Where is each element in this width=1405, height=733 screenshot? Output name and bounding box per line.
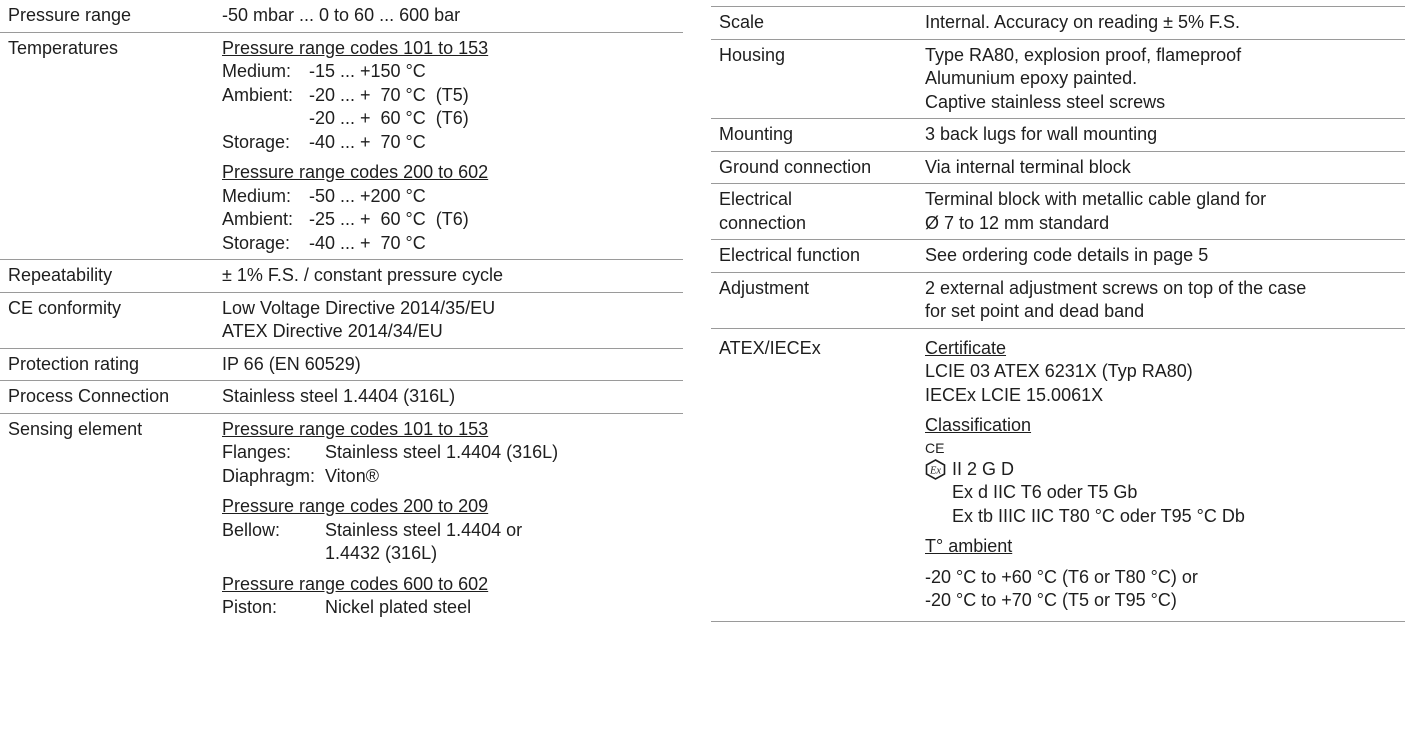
temp-g2-medium-value: -50 ... +200 °C (309, 185, 426, 206)
sensing-group3-heading: Pressure range codes 600 to 602 (222, 573, 489, 594)
label-electrical-connection-line1: Electrical (719, 189, 793, 209)
value-pressure-range: -50 mbar ... 0 to 60 ... 600 bar (222, 5, 461, 25)
certificate-line1: LCIE 03 ATEX 6231X (Typ RA80) (925, 361, 1193, 381)
value-mounting: 3 back lugs for wall mounting (925, 124, 1158, 144)
temp-g1-ambient-value1: -20 ... + 70 °C (T5) (309, 84, 469, 105)
electrical-connection-line1: Terminal block with metallic cable gland… (925, 189, 1267, 209)
row-electrical-connection: Electrical connection Terminal block wit… (711, 184, 1405, 240)
value-electrical-function: See ordering code details in page 5 (925, 245, 1209, 265)
svg-text:Ex: Ex (929, 465, 941, 476)
label-atex-iecex: ATEX/IECEx (719, 337, 821, 358)
value-housing: Type RA80, explosion proof, flameproof A… (925, 44, 1405, 115)
classification-line3: Ex tb IIIC IIC T80 °C oder T95 °C Db (952, 505, 1245, 526)
row-scale: Scale Internal. Accuracy on reading ± 5%… (711, 6, 1405, 40)
row-sensing-element: Sensing element Pressure range codes 101… (0, 414, 683, 624)
row-electrical-function: Electrical function See ordering code de… (711, 240, 1405, 273)
label-housing: Housing (719, 44, 786, 65)
classification-line2: Ex d IIC T6 oder T5 Gb (952, 482, 1138, 502)
temp-g2-ambient-value: -25 ... + 60 °C (T6) (309, 209, 469, 229)
temp-g1-ambient-value2: -20 ... + 60 °C (T6) (309, 108, 469, 128)
row-ground-connection: Ground connection Via internal terminal … (711, 152, 1405, 184)
value-atex-iecex: Certificate LCIE 03 ATEX 6231X (Typ RA80… (925, 337, 1405, 613)
ce-line1: Low Voltage Directive 2014/35/EU (222, 297, 496, 318)
ambient-line2: -20 °C to +70 °C (T5 or T95 °C) (925, 590, 1177, 610)
classification-heading: Classification (925, 415, 1032, 435)
sensing-group2-heading: Pressure range codes 200 to 209 (222, 496, 489, 516)
classification-ex-row: Ex II 2 G D (925, 458, 1405, 482)
row-protection-rating: Protection rating IP 66 (EN 60529) (0, 349, 683, 381)
sensing-flanges-value: Stainless steel 1.4404 (316L) (325, 442, 559, 462)
value-process-connection: Stainless steel 1.4404 (316L) (222, 386, 456, 406)
label-process-connection: Process Connection (8, 386, 170, 406)
sensing-diaphragm-value: Viton® (325, 465, 379, 486)
sensing-piston-key: Piston: (222, 597, 278, 617)
housing-line3: Captive stainless steel screws (925, 91, 1166, 112)
row-adjustment: Adjustment 2 external adjustment screws … (711, 273, 1405, 329)
temp-g1-storage-value: -40 ... + 70 °C (309, 131, 426, 152)
label-repeatability: Repeatability (8, 265, 113, 285)
label-pressure-range: Pressure range (8, 5, 132, 25)
label-temperatures: Temperatures (8, 37, 119, 58)
sensing-diaphragm-key: Diaphragm: (222, 465, 316, 486)
sensing-piston-value: Nickel plated steel (325, 597, 472, 617)
row-repeatability: Repeatability ± 1% F.S. / constant press… (0, 260, 683, 293)
row-atex-iecex: ATEX/IECEx Certificate LCIE 03 ATEX 6231… (711, 329, 1405, 622)
temp-group1-heading: Pressure range codes 101 to 153 (222, 37, 489, 58)
housing-line1: Type RA80, explosion proof, flameproof (925, 44, 1242, 65)
label-sensing-element: Sensing element (8, 418, 143, 439)
electrical-connection-line2: Ø 7 to 12 mm standard (925, 212, 1110, 233)
value-scale: Internal. Accuracy on reading ± 5% F.S. (925, 12, 1241, 32)
row-ce-conformity: CE conformity Low Voltage Directive 2014… (0, 293, 683, 349)
row-mounting: Mounting 3 back lugs for wall mounting (711, 119, 1405, 152)
temp-g1-ambient-key: Ambient: (222, 84, 294, 105)
ex-hexagon-icon: Ex (925, 458, 946, 480)
sensing-flanges-key: Flanges: (222, 442, 292, 462)
temp-g2-ambient-key: Ambient: (222, 209, 294, 229)
row-housing: Housing Type RA80, explosion proof, flam… (711, 40, 1405, 119)
sensing-group1-heading: Pressure range codes 101 to 153 (222, 418, 489, 439)
temp-g1-medium-value: -15 ... +150 °C (309, 61, 426, 81)
ce-line2: ATEX Directive 2014/34/EU (222, 321, 443, 341)
adjustment-line2: for set point and dead band (925, 301, 1145, 321)
label-adjustment: Adjustment (719, 277, 810, 298)
label-electrical-connection-line2: connection (719, 212, 807, 233)
label-ce-conformity: CE conformity (8, 297, 122, 318)
temp-g2-storage-value: -40 ... + 70 °C (309, 232, 426, 253)
value-adjustment: 2 external adjustment screws on top of t… (925, 277, 1405, 324)
row-process-connection: Process Connection Stainless steel 1.440… (0, 381, 683, 414)
certificate-line2: IECEx LCIE 15.0061X (925, 384, 1104, 405)
sensing-bellow-value2: 1.4432 (316L) (325, 543, 438, 563)
label-ground-connection: Ground connection (719, 156, 872, 177)
row-pressure-range: Pressure range -50 mbar ... 0 to 60 ... … (0, 0, 683, 33)
ce-mark-icon: CE (925, 439, 945, 456)
sensing-bellow-value1: Stainless steel 1.4404 or (325, 519, 523, 540)
housing-line2: Alumunium epoxy painted. (925, 68, 1138, 88)
temp-g1-storage-key: Storage: (222, 131, 291, 152)
temp-g1-medium-key: Medium: (222, 61, 292, 81)
value-repeatability: ± 1% F.S. / constant pressure cycle (222, 265, 503, 285)
label-protection-rating: Protection rating (8, 353, 140, 374)
right-spec-table: Scale Internal. Accuracy on reading ± 5%… (711, 0, 1405, 622)
value-ce-conformity: Low Voltage Directive 2014/35/EU ATEX Di… (222, 297, 683, 344)
value-temperatures: Pressure range codes 101 to 153 Medium: -… (222, 37, 683, 256)
left-spec-table: Pressure range -50 mbar ... 0 to 60 ... … (0, 0, 683, 624)
temp-group2-heading: Pressure range codes 200 to 602 (222, 162, 489, 182)
value-ground-connection: Via internal terminal block (925, 156, 1131, 177)
label-scale: Scale (719, 12, 765, 32)
classification-line1: II 2 G D (952, 458, 1015, 479)
value-protection-rating: IP 66 (EN 60529) (222, 353, 361, 374)
value-electrical-connection: Terminal block with metallic cable gland… (925, 188, 1405, 235)
sensing-bellow-key: Bellow: (222, 519, 281, 540)
temp-g2-storage-key: Storage: (222, 232, 291, 253)
certificate-heading: Certificate (925, 337, 1007, 358)
label-electrical-function: Electrical function (719, 245, 861, 265)
value-sensing-element: Pressure range codes 101 to 153 Flanges:… (222, 418, 683, 620)
ambient-heading: T° ambient (925, 536, 1013, 556)
row-temperatures: Temperatures Pressure range codes 101 to… (0, 33, 683, 260)
temp-g2-medium-key: Medium: (222, 185, 292, 206)
label-mounting: Mounting (719, 124, 794, 144)
adjustment-line1: 2 external adjustment screws on top of t… (925, 277, 1307, 298)
label-electrical-connection: Electrical connection (719, 188, 925, 235)
ambient-line1: -20 °C to +60 °C (T6 or T80 °C) or (925, 566, 1198, 587)
